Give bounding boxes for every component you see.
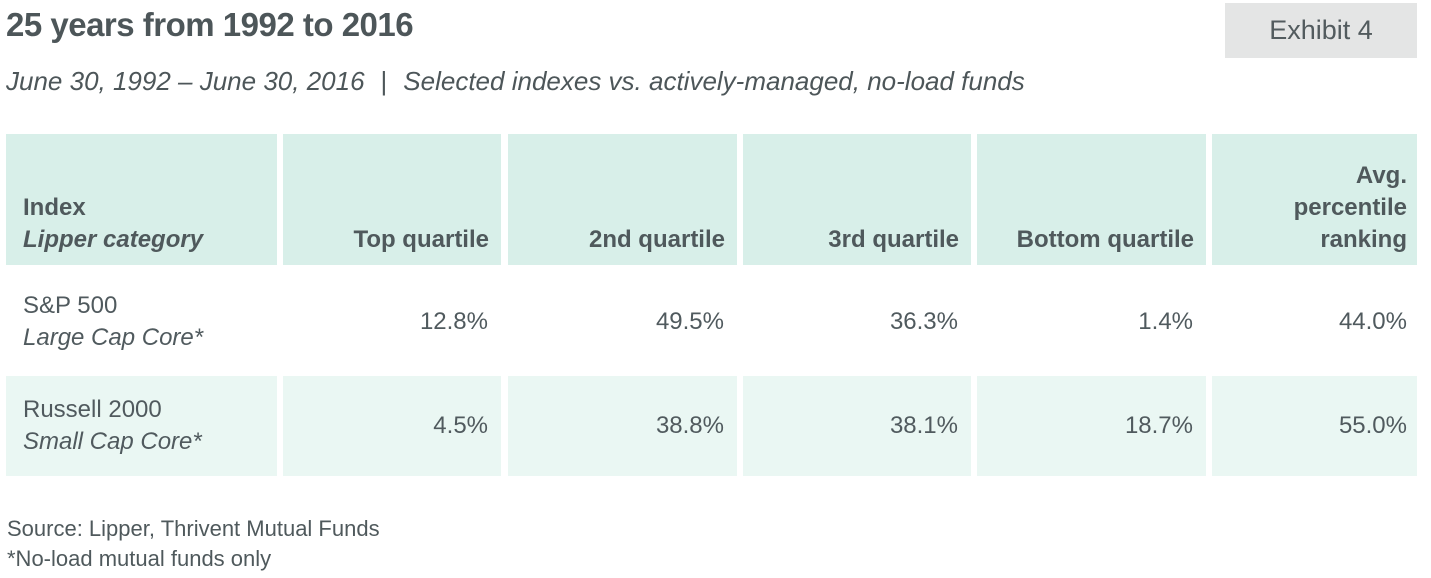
header-second-quartile: 2nd quartile [508,134,737,265]
table-row-1-index: S&P 500 Large Cap Core* [6,272,277,372]
header-bottom-quartile: Bottom quartile [977,134,1206,265]
subtitle-separator: | [380,66,388,96]
header-category-label: Lipper category [23,226,204,253]
row-1-second-quartile: 49.5% [508,272,737,372]
row-category-name: Large Cap Core* [23,324,204,351]
row-2-second-quartile: 38.8% [508,376,737,476]
row-1-avg-percentile: 44.0% [1212,272,1417,372]
subtitle-dates: June 30, 1992 – June 30, 2016 [6,66,365,96]
row-index-name: S&P 500 [23,292,118,319]
table-row-2-index: Russell 2000 Small Cap Core* [6,376,277,476]
row-2-avg-percentile: 55.0% [1212,376,1417,476]
row-1-third-quartile: 36.3% [743,272,971,372]
header-bottom-quartile-label: Bottom quartile [1016,226,1194,253]
header-index-label: Index [23,194,86,221]
row-2-top-quartile: 4.5% [283,376,501,476]
row-category-name: Small Cap Core* [23,428,202,455]
footnote: *No-load mutual funds only [7,546,272,571]
header-index-column: Index Lipper category [6,134,277,265]
row-index-name: Russell 2000 [23,396,162,423]
header-avg-line2: percentile [1293,194,1407,221]
header-third-quartile-label: 3rd quartile [828,226,959,253]
subtitle: June 30, 1992 – June 30, 2016 | Selected i… [6,66,1025,97]
source-note: Source: Lipper, Thrivent Mutual Funds [7,516,380,541]
header-top-quartile: Top quartile [283,134,501,265]
header-second-quartile-label: 2nd quartile [588,226,725,253]
row-1-top-quartile: 12.8% [283,272,501,372]
exhibit-badge: Exhibit 4 [1225,3,1417,58]
row-2-bottom-quartile: 18.7% [977,376,1206,476]
header-avg-line1: Avg. [1355,162,1407,189]
header-avg-line3: ranking [1320,226,1407,253]
header-avg-percentile: Avg. percentile ranking [1212,134,1417,265]
subtitle-description: Selected indexes vs. actively-managed, n… [403,66,1025,96]
page-title: 25 years from 1992 to 2016 [6,6,414,43]
header-top-quartile-label: Top quartile [353,226,489,253]
row-2-third-quartile: 38.1% [743,376,971,476]
row-1-bottom-quartile: 1.4% [977,272,1206,372]
footer-notes: Source: Lipper, Thrivent Mutual Funds *N… [7,514,380,574]
header-third-quartile: 3rd quartile [743,134,971,265]
